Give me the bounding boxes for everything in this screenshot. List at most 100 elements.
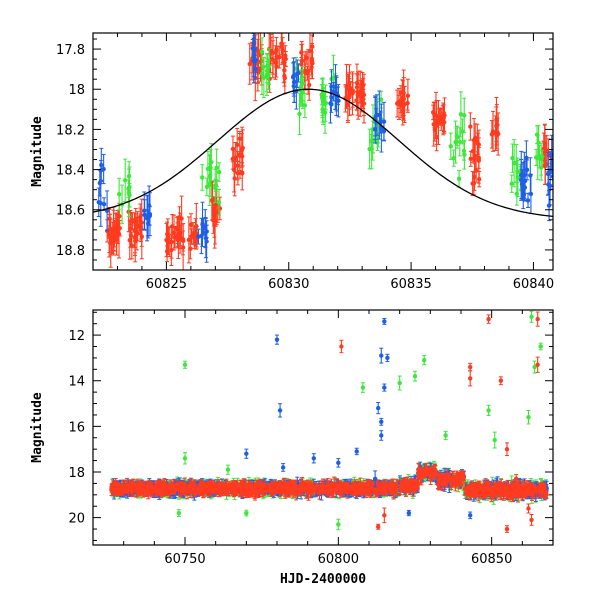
y-tick-label: 14 (68, 375, 85, 390)
red-outlier-point (498, 376, 504, 386)
green-data-point (462, 139, 467, 170)
green-outlier-point (526, 410, 531, 425)
green-data-point (510, 143, 515, 173)
blue-data-point (525, 192, 531, 208)
x-tick-label: 60830 (268, 277, 309, 292)
axes-frame (92, 309, 554, 546)
red-data-point (471, 171, 477, 196)
red-data-point (468, 112, 473, 141)
x-tick-label: 60835 (390, 277, 431, 292)
blue-outlier-point (277, 403, 283, 418)
bottom-panel-full-light-curve: 60750 60800 60850 12 14 16 18 20 Magnitude HJD-24… (30, 309, 554, 587)
blue-outlier-point (382, 383, 387, 392)
red-data-point (273, 45, 278, 80)
red-data-point (309, 43, 315, 80)
green-data-point (200, 164, 205, 191)
green-data-point (460, 118, 465, 145)
model-curve (93, 88, 553, 218)
blue-data-point (291, 75, 297, 97)
red-data-point (476, 171, 482, 188)
green-outlier-point (225, 464, 231, 475)
red-data-point (277, 45, 282, 69)
red-data-point (476, 129, 482, 160)
green-data-point (299, 79, 305, 106)
blue-outlier-point (385, 353, 390, 363)
y-tick-label: 18.6 (56, 204, 85, 219)
green-data-point (264, 58, 270, 84)
blue-outlier-point (274, 334, 280, 345)
green-data-point (216, 189, 222, 216)
blue-data-point (145, 194, 150, 237)
green-data-point (538, 142, 544, 176)
y-tick-label: 20 (68, 512, 85, 527)
red-data-point (345, 74, 351, 122)
red-data-point (350, 82, 355, 103)
green-outlier-point (244, 509, 249, 517)
red-data-point (282, 69, 287, 83)
green-outlier-point (492, 431, 497, 449)
red-data-point (190, 222, 196, 245)
x-tick-label: 60840 (513, 277, 554, 292)
red-data-point (108, 218, 113, 268)
red-data-point (449, 482, 455, 488)
red-data-point (247, 43, 252, 85)
red-data-point (440, 105, 445, 127)
x-axis-label: HJD-2400000 (280, 572, 366, 587)
green-data-point (122, 158, 128, 203)
green-data-point (514, 182, 520, 206)
blue-outlier-point (244, 448, 249, 459)
green-outlier-point (538, 342, 543, 351)
red-data-point (129, 231, 135, 260)
plot-area (93, 33, 553, 270)
blue-data-point (96, 187, 101, 217)
green-outlier-point (176, 509, 182, 517)
blue-outlier-point (336, 458, 341, 468)
red-outlier-point (535, 311, 540, 327)
red-data-point (394, 89, 400, 118)
green-outlier-point (336, 518, 341, 531)
red-data-point (164, 222, 169, 258)
green-data-point (367, 128, 372, 170)
y-tick-label: 18.8 (56, 244, 85, 259)
blue-data-point (381, 121, 387, 141)
blue-data-point (253, 47, 259, 73)
green-data-point (209, 143, 214, 182)
x-tick-label: 60800 (318, 552, 359, 567)
blue-data-point (294, 72, 299, 110)
green-data-point (375, 134, 380, 151)
red-outlier-point (504, 525, 510, 533)
red-data-point (304, 51, 309, 65)
red-data-point (468, 150, 473, 167)
red-data-point (139, 213, 145, 260)
y-tick-label: 18.4 (56, 164, 85, 179)
green-outlier-point (397, 375, 402, 391)
red-data-point (398, 93, 404, 119)
blue-outlier-point (379, 347, 384, 364)
red-outlier-point (382, 507, 387, 524)
red-data-point (470, 139, 476, 163)
green-outlier-point (529, 310, 534, 323)
y-tick-label: 16 (68, 420, 85, 435)
red-data-point (235, 161, 241, 186)
green-data-point (302, 92, 308, 119)
red-data-point (239, 126, 245, 172)
red-outlier-point (468, 370, 473, 387)
blue-outlier-point (354, 447, 359, 456)
y-tick-label: 18.2 (56, 123, 85, 138)
red-data-point (436, 100, 441, 145)
x-tick-label: 60850 (471, 552, 512, 567)
red-data-point (186, 216, 192, 264)
red-outlier-point (526, 503, 531, 514)
red-data-point (175, 216, 181, 244)
blue-data-point (199, 217, 204, 255)
blue-data-point (519, 169, 525, 199)
top-panel-zoomed-light-curve: 60825 60830 60835 60840 17.8 18 18.2 18.4 18.6 18… (30, 32, 554, 292)
y-tick-label: 17.8 (56, 43, 85, 58)
red-data-point (400, 96, 405, 126)
red-outlier-point (486, 314, 491, 324)
red-data-point (490, 110, 496, 152)
blue-data-point (101, 153, 106, 185)
y-tick-label: 18 (68, 466, 85, 481)
blue-outlier-point (311, 453, 316, 464)
blue-data-point (522, 173, 528, 202)
